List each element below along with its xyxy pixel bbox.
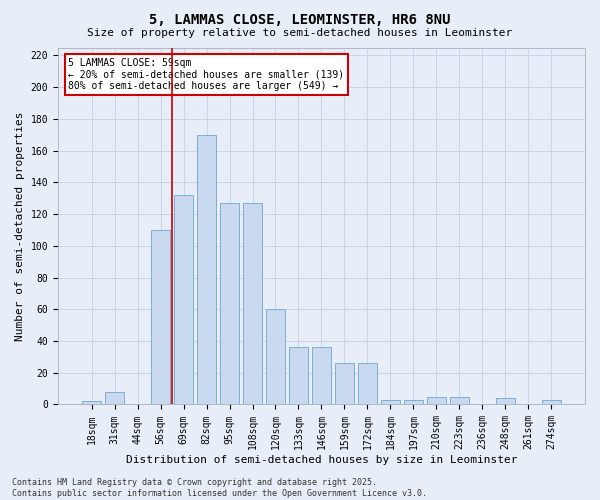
- Bar: [335, 363, 354, 405]
- Bar: [151, 230, 170, 404]
- Text: Size of property relative to semi-detached houses in Leominster: Size of property relative to semi-detach…: [88, 28, 512, 38]
- Bar: [266, 310, 285, 404]
- Bar: [311, 348, 331, 405]
- Text: Contains HM Land Registry data © Crown copyright and database right 2025.
Contai: Contains HM Land Registry data © Crown c…: [12, 478, 427, 498]
- Bar: [404, 400, 423, 404]
- Text: 5 LAMMAS CLOSE: 59sqm
← 20% of semi-detached houses are smaller (139)
80% of sem: 5 LAMMAS CLOSE: 59sqm ← 20% of semi-deta…: [68, 58, 344, 92]
- Text: 5, LAMMAS CLOSE, LEOMINSTER, HR6 8NU: 5, LAMMAS CLOSE, LEOMINSTER, HR6 8NU: [149, 12, 451, 26]
- Bar: [197, 135, 217, 404]
- Bar: [358, 363, 377, 405]
- Y-axis label: Number of semi-detached properties: Number of semi-detached properties: [15, 111, 25, 340]
- Bar: [427, 396, 446, 404]
- Bar: [496, 398, 515, 404]
- Bar: [289, 348, 308, 405]
- Bar: [449, 396, 469, 404]
- Bar: [380, 400, 400, 404]
- X-axis label: Distribution of semi-detached houses by size in Leominster: Distribution of semi-detached houses by …: [126, 455, 517, 465]
- Bar: [105, 392, 124, 404]
- Bar: [174, 195, 193, 404]
- Bar: [542, 400, 561, 404]
- Bar: [243, 203, 262, 404]
- Bar: [220, 203, 239, 404]
- Bar: [82, 402, 101, 404]
